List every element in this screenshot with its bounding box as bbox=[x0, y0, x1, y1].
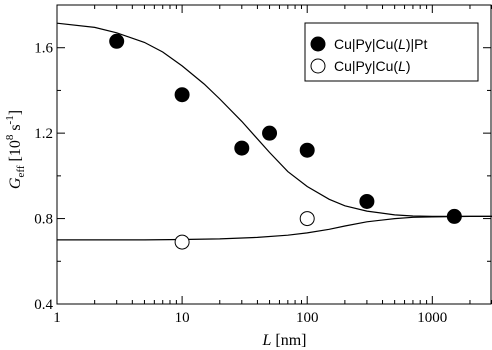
legend-label-1-italic: L bbox=[398, 36, 406, 52]
y-axis-label: Geff [108 s-1] bbox=[4, 110, 27, 189]
y-axis-label-exponent: 8 bbox=[4, 134, 16, 140]
data-point-filled bbox=[234, 140, 250, 156]
data-point-filled bbox=[109, 33, 125, 49]
y-axis-label-unit-exponent: -1 bbox=[4, 115, 16, 124]
legend-label-1-a: Cu|Py|Cu( bbox=[334, 36, 398, 52]
y-axis-label-subscript: eff bbox=[15, 165, 27, 177]
x-axis-label-symbol: L bbox=[261, 332, 271, 349]
x-axis-label-unit: [nm] bbox=[271, 332, 306, 349]
y-tick-label: 1.6 bbox=[34, 41, 53, 57]
axis-tick-labels: 1 10 100 1000 0.4 0.8 1.2 1.6 bbox=[34, 41, 447, 326]
legend-marker-open bbox=[310, 58, 326, 74]
x-tick-label: 100 bbox=[296, 310, 319, 326]
legend-label-1-b: )|Pt bbox=[406, 36, 428, 52]
data-point-filled bbox=[174, 87, 190, 103]
y-axis-label-unit-open: [10 bbox=[7, 140, 24, 165]
data-point-filled bbox=[262, 125, 278, 141]
x-axis-label: L [nm] bbox=[261, 332, 306, 349]
data-point-filled bbox=[446, 208, 462, 224]
axis-ticks bbox=[56, 4, 492, 305]
legend: Cu|Py|Cu(L)|Pt Cu|Py|Cu(L) bbox=[304, 22, 479, 82]
y-axis-label-unit-s: s bbox=[7, 124, 24, 134]
data-point-filled bbox=[299, 142, 315, 158]
legend-label-2-italic: L bbox=[398, 58, 406, 74]
data-point-open bbox=[299, 211, 315, 227]
data-point-filled bbox=[359, 193, 375, 209]
y-tick-label: 1.2 bbox=[34, 126, 53, 142]
legend-label-2-a: Cu|Py|Cu( bbox=[334, 58, 398, 74]
y-axis-label-unit-close: ] bbox=[7, 110, 24, 115]
fit-curves bbox=[56, 22, 492, 241]
y-axis-label-symbol: G bbox=[7, 177, 24, 189]
legend-label-1: Cu|Py|Cu(L)|Pt bbox=[334, 36, 428, 52]
legend-marker-filled bbox=[310, 36, 326, 52]
legend-label-2: Cu|Py|Cu(L) bbox=[334, 58, 411, 74]
fit-curve-2 bbox=[57, 215, 492, 241]
fit-curve-1 bbox=[56, 22, 492, 217]
data-markers bbox=[109, 33, 462, 250]
legend-label-2-b: ) bbox=[406, 58, 411, 74]
data-point-open bbox=[174, 234, 190, 250]
plot-frame bbox=[56, 4, 492, 305]
y-tick-label: 0.8 bbox=[34, 212, 53, 228]
x-tick-label: 10 bbox=[175, 310, 190, 326]
y-tick-label: 0.4 bbox=[34, 297, 53, 313]
x-tick-label: 1000 bbox=[417, 310, 447, 326]
legend-box bbox=[304, 22, 479, 82]
x-tick-label: 1 bbox=[53, 310, 61, 326]
